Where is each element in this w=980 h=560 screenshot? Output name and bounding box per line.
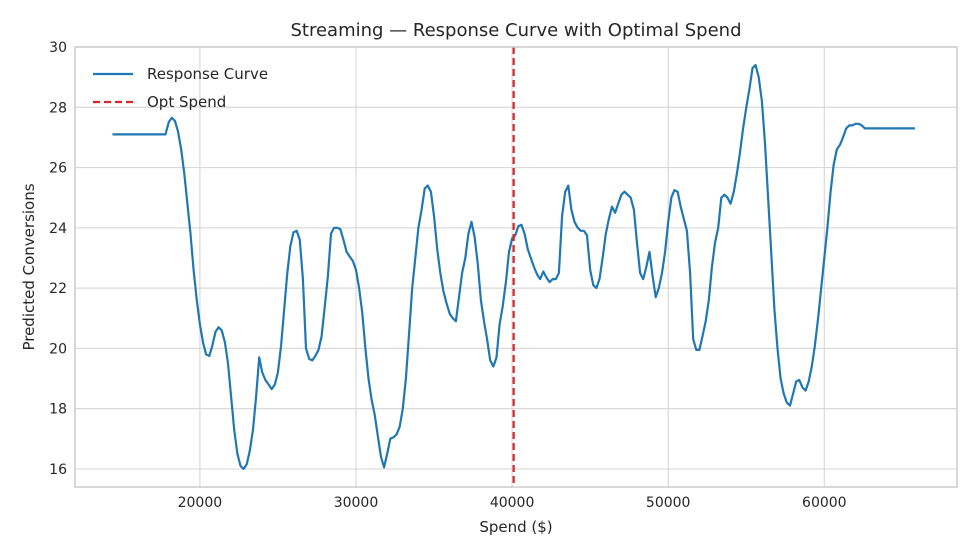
x-axis-label: Spend ($)	[479, 518, 552, 536]
x-tick-labels: 20000 30000 40000 50000 60000	[178, 495, 847, 511]
y-tick-label: 22	[49, 281, 67, 297]
y-tick-label: 28	[49, 100, 67, 116]
legend-label-opt-spend: Opt Spend	[147, 93, 226, 111]
y-tick-label: 26	[49, 161, 67, 177]
y-tick-label: 18	[49, 402, 67, 418]
y-tick-label: 16	[49, 462, 67, 478]
y-tick-labels: 16 18 20 22 24 26 28 30	[49, 40, 67, 478]
y-tick-label: 20	[49, 341, 67, 357]
plot-frame	[74, 46, 958, 488]
x-tick-label: 30000	[334, 495, 379, 511]
legend-label-response-curve: Response Curve	[147, 65, 268, 83]
y-axis-label: Predicted Conversions	[20, 183, 38, 350]
chart-title: Streaming — Response Curve with Optimal …	[290, 20, 741, 41]
y-tick-label: 24	[49, 221, 67, 237]
series-line-response-curve	[112, 63, 915, 470]
plot-area-background	[75, 47, 957, 487]
y-tick-label: 30	[49, 40, 67, 56]
x-tick-label: 40000	[490, 495, 535, 511]
x-tick-label: 20000	[178, 495, 223, 511]
x-tick-label: 50000	[646, 495, 691, 511]
x-tick-label: 60000	[802, 495, 847, 511]
legend: Response Curve Opt Spend	[93, 65, 268, 111]
